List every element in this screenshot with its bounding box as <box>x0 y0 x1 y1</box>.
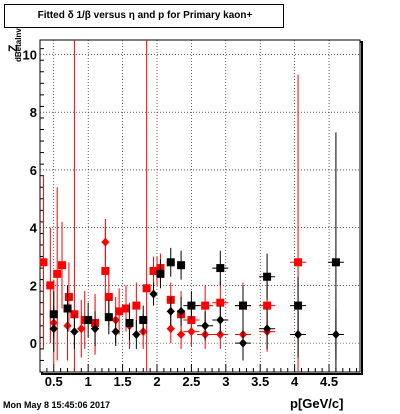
chart-title: Fitted δ 1/β versus η and p for Primary … <box>37 10 253 21</box>
point-square-2-2 <box>84 316 93 325</box>
point-square-2-5 <box>139 316 148 325</box>
point-square-2-6 <box>156 269 165 278</box>
y-tick-label-5: 10 <box>23 47 37 62</box>
y-tick-label-1: 2 <box>30 278 37 293</box>
point-square-2-12 <box>263 272 272 281</box>
point-diamond-3-8 <box>201 321 210 331</box>
point-square-2-10 <box>216 264 225 273</box>
point-diamond-3-9 <box>216 315 225 325</box>
point-square-0-9 <box>104 292 113 301</box>
y-tick-label-0: 0 <box>30 336 37 351</box>
point-square-0-12 <box>132 301 141 310</box>
x-tick-label-5: 3 <box>222 374 229 389</box>
point-square-0-22 <box>263 301 272 310</box>
point-square-0-13 <box>142 284 151 293</box>
x-tick-label-1: 1 <box>85 374 92 389</box>
point-square-0-1 <box>46 281 55 290</box>
point-square-2-3 <box>104 313 113 322</box>
point-square-2-8 <box>177 261 186 270</box>
x-axis-label: p[GeV/c] <box>290 396 344 411</box>
footer-timestamp: Mon May 8 15:45:06 2017 <box>3 400 111 410</box>
point-square-0-19 <box>201 301 210 310</box>
point-diamond-1-11 <box>187 327 196 337</box>
point-diamond-3-0 <box>49 324 58 334</box>
y-axis-label-sub: dBetaInv <box>14 28 23 62</box>
point-square-2-14 <box>331 258 340 267</box>
y-tick-label-4: 8 <box>30 105 37 120</box>
point-diamond-3-7 <box>177 306 186 316</box>
point-square-0-8 <box>101 266 110 275</box>
x-tick-label-7: 4 <box>291 374 299 389</box>
point-square-0-11 <box>122 304 131 313</box>
x-tick-label-4: 2.5 <box>182 374 200 389</box>
point-diamond-3-6 <box>166 306 175 316</box>
x-tick-label-2: 1.5 <box>114 374 132 389</box>
point-diamond-3-1 <box>70 327 79 337</box>
point-diamond-1-10 <box>177 329 186 339</box>
x-tick-label-0: 0.5 <box>45 374 63 389</box>
point-square-2-13 <box>294 301 303 310</box>
point-diamond-3-10 <box>239 338 248 348</box>
point-diamond-3-12 <box>294 329 303 339</box>
point-square-2-7 <box>166 258 175 267</box>
point-diamond-3-13 <box>331 329 340 339</box>
point-square-2-1 <box>63 304 72 313</box>
point-square-0-2 <box>53 269 62 278</box>
point-square-0-4 <box>64 292 73 301</box>
x-tick-label-3: 2 <box>153 374 160 389</box>
point-square-0-23 <box>294 258 303 267</box>
point-square-2-9 <box>187 301 196 310</box>
point-diamond-3-3 <box>111 327 120 337</box>
point-diamond-3-2 <box>91 324 100 334</box>
point-diamond-1-9 <box>166 324 175 334</box>
point-square-0-10 <box>115 307 124 316</box>
point-diamond-3-5 <box>149 289 158 299</box>
y-tick-label-2: 4 <box>30 221 38 236</box>
point-diamond-1-2 <box>77 324 86 334</box>
plot-area: 0.5 1 1.5 2 2.5 3 3.5 4 4.5 0 2 4 6 8 10 <box>23 39 363 389</box>
x-tick-label-8: 4.5 <box>320 374 338 389</box>
point-diamond-3-11 <box>263 324 272 334</box>
title-box: Fitted δ 1/β versus η and p for Primary … <box>4 4 284 28</box>
point-diamond-1-4 <box>101 237 110 247</box>
y-tick-label-3: 6 <box>30 163 37 178</box>
point-diamond-3-4 <box>132 329 141 339</box>
point-square-2-11 <box>239 301 248 310</box>
point-square-0-20 <box>216 298 225 307</box>
x-tick-label-6: 3.5 <box>251 374 269 389</box>
point-square-2-4 <box>125 318 134 327</box>
plot-frame <box>39 39 361 373</box>
point-square-0-0 <box>39 258 48 267</box>
point-square-0-3 <box>58 261 67 270</box>
